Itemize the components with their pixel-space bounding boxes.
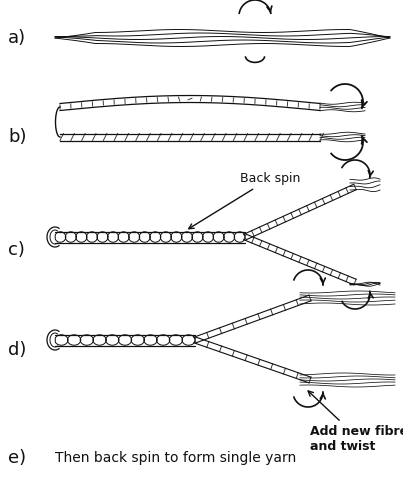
Text: d): d) <box>8 341 26 359</box>
Text: a): a) <box>8 29 26 47</box>
Text: Then back spin to form single yarn: Then back spin to form single yarn <box>55 451 296 465</box>
Text: Add new fibre
and twist: Add new fibre and twist <box>308 391 403 453</box>
Text: b): b) <box>8 128 27 146</box>
Text: e): e) <box>8 449 26 467</box>
Text: c): c) <box>8 241 25 259</box>
Text: Back spin: Back spin <box>189 172 300 229</box>
